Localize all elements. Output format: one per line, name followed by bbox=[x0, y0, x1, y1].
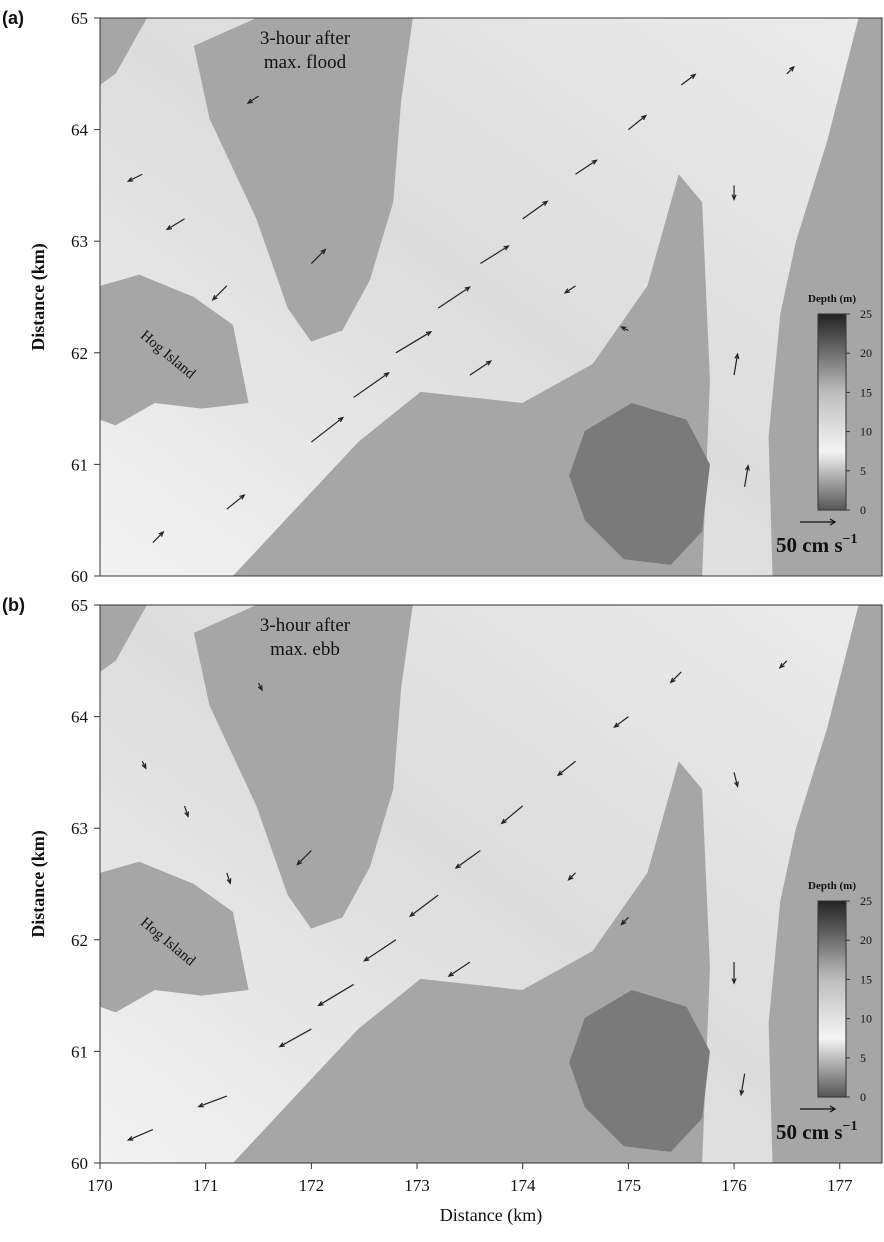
y-tick-label: 60 bbox=[71, 1154, 88, 1173]
colorbar-tick-label: 20 bbox=[860, 346, 872, 360]
panel-label: (b) bbox=[2, 595, 25, 615]
x-tick-label: 172 bbox=[299, 1176, 325, 1195]
colorbar-tick-label: 0 bbox=[860, 1090, 866, 1104]
annotation: 3-hour after bbox=[260, 615, 351, 636]
colorbar-tick-label: 15 bbox=[860, 385, 872, 399]
y-axis-label: Distance (km) bbox=[28, 830, 49, 937]
colorbar-title: Depth (m) bbox=[808, 293, 856, 305]
y-tick-label: 63 bbox=[71, 819, 88, 838]
x-tick-label: 174 bbox=[510, 1176, 536, 1195]
colorbar-tick-label: 15 bbox=[860, 972, 872, 986]
y-tick-label: 61 bbox=[71, 1042, 88, 1061]
colorbar bbox=[818, 314, 846, 510]
x-tick-label: 175 bbox=[616, 1176, 642, 1195]
y-tick-label: 65 bbox=[71, 596, 88, 615]
x-tick-label: 173 bbox=[404, 1176, 430, 1195]
colorbar-tick-label: 0 bbox=[860, 503, 866, 517]
colorbar-title: Depth (m) bbox=[808, 880, 856, 892]
x-tick-label: 171 bbox=[193, 1176, 219, 1195]
colorbar-tick-label: 25 bbox=[860, 307, 872, 321]
y-tick-label: 62 bbox=[71, 344, 88, 363]
colorbar-tick-label: 5 bbox=[860, 464, 866, 478]
x-tick-label: 177 bbox=[827, 1176, 853, 1195]
colorbar-tick-label: 20 bbox=[860, 933, 872, 947]
y-tick-label: 64 bbox=[71, 121, 89, 140]
y-tick-label: 61 bbox=[71, 455, 88, 474]
colorbar-tick-label: 5 bbox=[860, 1051, 866, 1065]
colorbar bbox=[818, 901, 846, 1097]
y-tick-label: 62 bbox=[71, 931, 88, 950]
x-tick-label: 176 bbox=[721, 1176, 747, 1195]
figure: 60 61 62 63 64 65 Distance (km) (a) 3-hour after… bbox=[0, 0, 884, 1237]
scale-unit: 50 cm s bbox=[776, 1120, 843, 1144]
annotation: max. flood bbox=[264, 52, 347, 73]
scale-exponent: −1 bbox=[843, 532, 858, 547]
y-tick-label: 65 bbox=[71, 9, 88, 28]
x-axis-label: Distance (km) bbox=[440, 1205, 542, 1226]
scale-exponent: −1 bbox=[843, 1119, 858, 1134]
x-tick-label: 170 bbox=[87, 1176, 113, 1195]
colorbar-tick-label: 10 bbox=[860, 1012, 872, 1026]
y-tick-label: 60 bbox=[71, 567, 88, 586]
annotation: max. ebb bbox=[270, 639, 340, 660]
scale-unit: 50 cm s bbox=[776, 533, 843, 557]
y-axis-label: Distance (km) bbox=[28, 243, 49, 350]
y-tick-label: 63 bbox=[71, 232, 88, 251]
colorbar-tick-label: 25 bbox=[860, 894, 872, 908]
colorbar-tick-label: 10 bbox=[860, 425, 872, 439]
y-tick-label: 64 bbox=[71, 708, 89, 727]
panel-label: (a) bbox=[2, 8, 24, 28]
annotation: 3-hour after bbox=[260, 28, 351, 49]
